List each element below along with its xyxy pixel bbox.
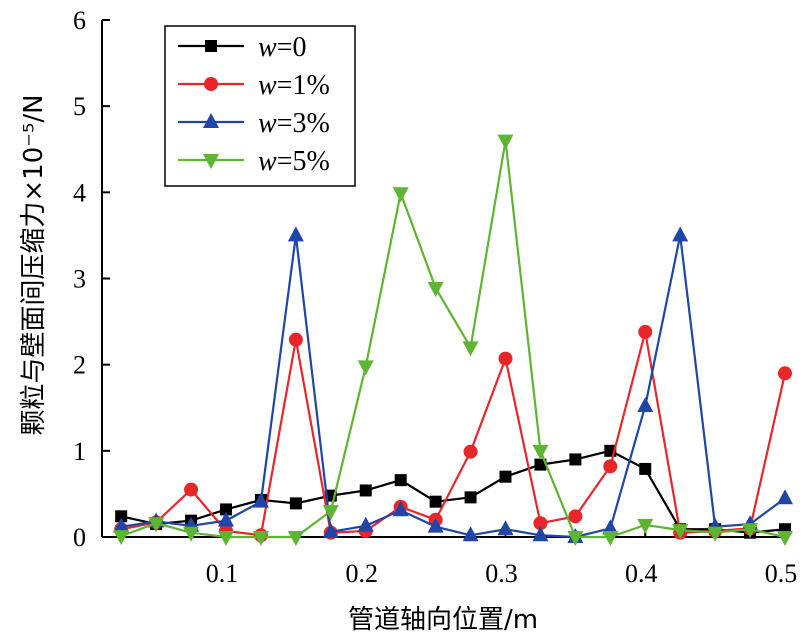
data-point [427, 517, 444, 533]
data-point [637, 518, 654, 534]
data-point [322, 522, 339, 538]
legend-label-variable: w [258, 146, 277, 177]
legend-marker [204, 77, 218, 91]
x-tick-label: 0.3 [485, 559, 518, 588]
legend-label-variable: w [258, 32, 277, 63]
data-point [463, 444, 478, 459]
data-point [602, 531, 619, 546]
axes: 0 1 2 3 4 5 6 0.1 0.2 0.3 0.4 0.5 [73, 6, 797, 588]
data-point [115, 510, 128, 523]
legend-label-variable: w [258, 108, 277, 139]
y-axis-title: 颗粒与壁面间压缩力×10⁻⁵/N [19, 94, 49, 435]
legend-item: w=5% [178, 146, 330, 177]
legend-label-variable: w [258, 70, 277, 101]
data-point [289, 497, 302, 510]
data-point [287, 531, 304, 546]
series-line [121, 235, 786, 539]
y-tick-label: 3 [73, 265, 86, 294]
data-point [778, 366, 792, 381]
data-point [218, 531, 234, 546]
data-point [533, 516, 548, 531]
data-point [113, 530, 130, 546]
data-point [532, 526, 549, 542]
x-tick-label: 0.2 [346, 559, 379, 588]
data-point [287, 226, 304, 242]
legend-marker [205, 40, 217, 52]
series-line [120, 140, 786, 539]
legend-label-value: =3% [277, 108, 330, 139]
legend-item: w=3% [178, 108, 330, 139]
legend-marker [203, 113, 219, 128]
data-point [569, 453, 582, 466]
data-point [184, 482, 199, 497]
data-point [464, 491, 477, 504]
legend-label-value: =0 [277, 32, 307, 63]
data-point [462, 341, 479, 357]
data-point [148, 517, 165, 533]
series-5pct [113, 134, 793, 546]
x-tick-label: 0.4 [625, 559, 658, 588]
data-point [252, 492, 269, 508]
data-point [392, 187, 409, 203]
data-point [639, 462, 652, 475]
data-point [777, 531, 793, 546]
series-0 [115, 444, 791, 539]
data-point [777, 489, 793, 505]
y-tick-label: 1 [73, 437, 86, 466]
legend-label: w=1% [258, 70, 330, 101]
data-point [288, 332, 303, 347]
x-tick-label: 0.5 [765, 559, 798, 588]
legend-item: w=0 [178, 32, 306, 63]
data-point [113, 517, 130, 533]
data-point [672, 226, 689, 242]
data-point [498, 351, 513, 366]
legend-label-value: =5% [277, 146, 330, 177]
data-point [497, 134, 514, 150]
data-point [534, 458, 547, 471]
legend-label: w=3% [258, 108, 330, 139]
legend-label: w=5% [258, 146, 330, 177]
data-point [427, 281, 444, 297]
y-tick-label: 0 [73, 523, 86, 552]
data-point [357, 516, 374, 532]
data-point [707, 526, 724, 542]
series-3pct [113, 226, 793, 543]
data-point [499, 470, 512, 483]
data-point [532, 444, 549, 460]
data-point [220, 503, 232, 516]
series-layer [113, 134, 793, 546]
y-tick-label: 5 [73, 92, 86, 121]
data-point [359, 484, 372, 497]
legend-item: w=1% [178, 70, 330, 101]
data-point [394, 474, 407, 487]
data-point [183, 526, 200, 542]
x-tick-label: 0.1 [206, 559, 239, 588]
data-point [602, 519, 619, 535]
data-point [603, 459, 618, 474]
data-point [567, 531, 584, 546]
data-point [218, 511, 234, 527]
legend: w=0w=1%w=3%w=5% [164, 25, 356, 187]
data-point [672, 524, 689, 540]
data-point [392, 501, 409, 517]
x-axis-title: 管道轴向位置/m [348, 605, 538, 635]
data-point [637, 397, 654, 413]
data-point [322, 505, 339, 521]
series-1pct [114, 324, 792, 543]
data-point [252, 531, 269, 546]
y-tick-label: 2 [73, 351, 86, 380]
legend-label: w=0 [258, 32, 306, 63]
legend-marker [203, 154, 219, 169]
data-point [638, 324, 653, 339]
data-point [568, 509, 583, 524]
data-point [357, 360, 374, 376]
data-point [462, 526, 479, 542]
y-tick-label: 4 [73, 178, 86, 207]
data-point [742, 523, 759, 539]
data-point [497, 520, 514, 536]
data-point [429, 495, 442, 508]
y-tick-label: 6 [73, 6, 86, 35]
legend-label-value: =1% [277, 70, 330, 101]
